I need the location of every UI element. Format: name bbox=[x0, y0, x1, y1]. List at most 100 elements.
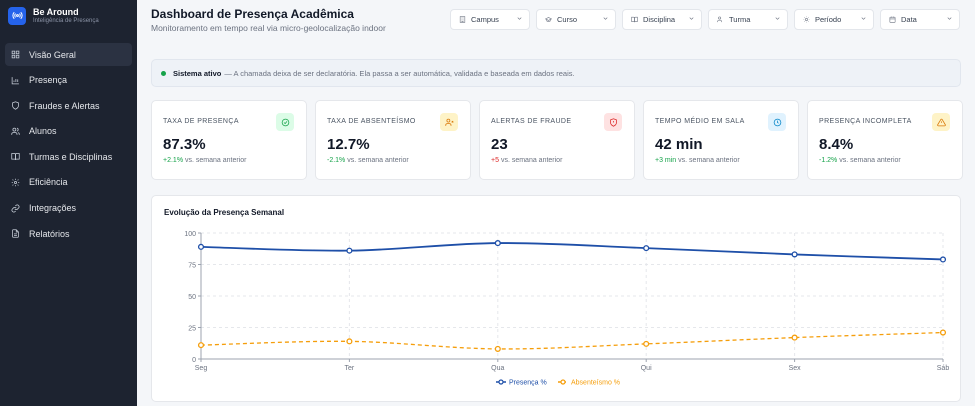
chevron-down-icon bbox=[688, 15, 695, 24]
data-point bbox=[346, 338, 353, 345]
kpi-card-tempo-medio: Tempo Médio em Sala 42 min +3 min vs. se… bbox=[643, 100, 799, 180]
kpi-value: 42 min bbox=[655, 136, 703, 153]
kpi-delta-suffix: vs. semana anterior bbox=[185, 157, 247, 164]
x-tick-label: Qua bbox=[491, 365, 504, 372]
sidebar-item-visao-geral[interactable]: Visão Geral bbox=[5, 43, 132, 66]
filter-label: Período bbox=[815, 15, 842, 24]
kpi-title: Taxa de Absenteísmo bbox=[327, 118, 416, 125]
kpi-delta: +2.1% bbox=[163, 157, 184, 164]
book-icon bbox=[9, 151, 21, 163]
kpi-title: Presença Incompleta bbox=[819, 118, 912, 125]
sidebar: Be Around Inteligência de Presença Visão… bbox=[0, 0, 137, 406]
kpi-trend: +5 vs. semana anterior bbox=[491, 157, 623, 164]
page-subtitle: Monitoramento em tempo real via micro-ge… bbox=[151, 23, 386, 33]
sidebar-item-label: Fraudes e Alertas bbox=[29, 100, 100, 111]
status-dot-icon bbox=[161, 70, 166, 76]
filter-disciplina[interactable]: Disciplina bbox=[622, 9, 702, 30]
bar-chart-icon bbox=[9, 74, 21, 86]
user-x-icon bbox=[440, 113, 458, 131]
sidebar-item-label: Integrações bbox=[29, 203, 77, 214]
sidebar-item-turmas[interactable]: Turmas e Disciplinas bbox=[5, 145, 132, 168]
filter-campus[interactable]: Campus bbox=[450, 9, 530, 30]
book-icon bbox=[629, 15, 639, 25]
data-point bbox=[494, 345, 501, 352]
kpi-delta: +5 bbox=[491, 157, 499, 164]
data-point bbox=[197, 243, 205, 250]
clock-icon bbox=[768, 113, 786, 131]
legend-marker bbox=[498, 379, 504, 385]
users-icon bbox=[9, 125, 21, 137]
radio-signal-icon bbox=[8, 6, 26, 25]
kpi-delta-suffix: vs. semana anterior bbox=[500, 157, 563, 164]
kpi-value: 12.7% bbox=[327, 136, 370, 153]
chevron-down-icon bbox=[860, 15, 867, 24]
data-point bbox=[643, 245, 650, 252]
graduation-cap-icon bbox=[543, 15, 553, 25]
data-point bbox=[791, 334, 798, 341]
weekly-attendance-chart-card: Evolução da Presença Semanal 0 25 50 75 100 S… bbox=[151, 195, 961, 402]
users-icon bbox=[715, 15, 725, 25]
chevron-down-icon bbox=[602, 15, 609, 24]
sun-icon bbox=[801, 15, 811, 25]
kpi-cards: Taxa de Presença 87.3% +2.1% vs. semana … bbox=[151, 100, 963, 180]
sidebar-item-eficiencia[interactable]: Eficiência bbox=[5, 171, 132, 194]
x-tick-label: Sáb bbox=[937, 365, 950, 372]
sidebar-item-alunos[interactable]: Alunos bbox=[5, 120, 132, 143]
legend-label: Presença % bbox=[509, 380, 547, 387]
kpi-value: 8.4% bbox=[819, 136, 854, 153]
status-message: — A chamada deixa de ser declaratória. E… bbox=[224, 68, 575, 78]
kpi-trend: +2.1% vs. semana anterior bbox=[163, 157, 295, 164]
data-point bbox=[791, 251, 798, 258]
gear-icon bbox=[9, 176, 21, 188]
sidebar-item-integracoes[interactable]: Integrações bbox=[5, 197, 132, 220]
filter-label: Data bbox=[901, 15, 917, 24]
page-title: Dashboard de Presença Acadêmica bbox=[151, 7, 354, 21]
kpi-trend: +3 min vs. semana anterior bbox=[655, 157, 787, 164]
filter-bar: Campus Curso Disciplina Turma Período Da… bbox=[450, 9, 960, 30]
data-point bbox=[494, 240, 501, 247]
data-point bbox=[197, 342, 205, 349]
brand-tagline: Inteligência de Presença bbox=[33, 17, 99, 24]
sidebar-item-fraudes[interactable]: Fraudes e Alertas bbox=[5, 94, 132, 117]
brand-name: Be Around bbox=[33, 6, 79, 17]
link-icon bbox=[9, 202, 21, 214]
x-tick-label: Sex bbox=[789, 365, 802, 372]
system-status-banner: Sistema ativo — A chamada deixa de ser d… bbox=[151, 59, 961, 87]
kpi-trend: -1.2% vs. semana anterior bbox=[819, 157, 951, 164]
line-chart: 0 25 50 75 100 Seg Ter Qua Qui Sex Sáb Presença % Ab… bbox=[184, 231, 950, 387]
kpi-delta: +3 min bbox=[655, 157, 677, 164]
building-icon bbox=[457, 15, 467, 25]
check-circle-icon bbox=[276, 113, 294, 131]
kpi-delta: -1.2% bbox=[819, 157, 838, 164]
data-point bbox=[346, 247, 353, 254]
filter-data[interactable]: Data bbox=[880, 9, 960, 30]
page-header: Dashboard de Presença Acadêmica Monitora… bbox=[151, 7, 386, 33]
kpi-delta-suffix: vs. semana anterior bbox=[678, 157, 740, 164]
y-tick-label: 25 bbox=[188, 326, 196, 333]
shield-alert-icon bbox=[604, 113, 622, 131]
legend-marker bbox=[560, 379, 566, 385]
series-line-presenca bbox=[200, 242, 944, 261]
kpi-value: 87.3% bbox=[163, 136, 206, 153]
filter-label: Campus bbox=[471, 15, 499, 24]
x-tick-label: Seg bbox=[195, 365, 208, 372]
chevron-down-icon bbox=[516, 15, 523, 24]
kpi-delta-suffix: vs. semana anterior bbox=[839, 157, 901, 164]
data-point bbox=[939, 329, 947, 336]
filter-label: Turma bbox=[729, 15, 751, 24]
x-tick-label: Ter bbox=[345, 365, 355, 372]
sidebar-item-label: Relatórios bbox=[29, 228, 70, 239]
filter-curso[interactable]: Curso bbox=[536, 9, 616, 30]
data-point bbox=[939, 256, 947, 263]
chart-title: Evolução da Presença Semanal bbox=[164, 208, 285, 217]
filter-turma[interactable]: Turma bbox=[708, 9, 788, 30]
x-tick-label: Qui bbox=[641, 365, 652, 372]
data-point bbox=[643, 340, 650, 347]
kpi-card-taxa-presenca: Taxa de Presença 87.3% +2.1% vs. semana … bbox=[151, 100, 307, 180]
sidebar-item-label: Visão Geral bbox=[29, 49, 76, 60]
kpi-title: Tempo Médio em Sala bbox=[655, 118, 745, 125]
kpi-card-taxa-absenteismo: Taxa de Absenteísmo 12.7% -2.1% vs. sema… bbox=[315, 100, 471, 180]
filter-periodo[interactable]: Período bbox=[794, 9, 874, 30]
sidebar-item-relatorios[interactable]: Relatórios bbox=[5, 222, 132, 245]
sidebar-item-presenca[interactable]: Presença bbox=[5, 69, 132, 92]
